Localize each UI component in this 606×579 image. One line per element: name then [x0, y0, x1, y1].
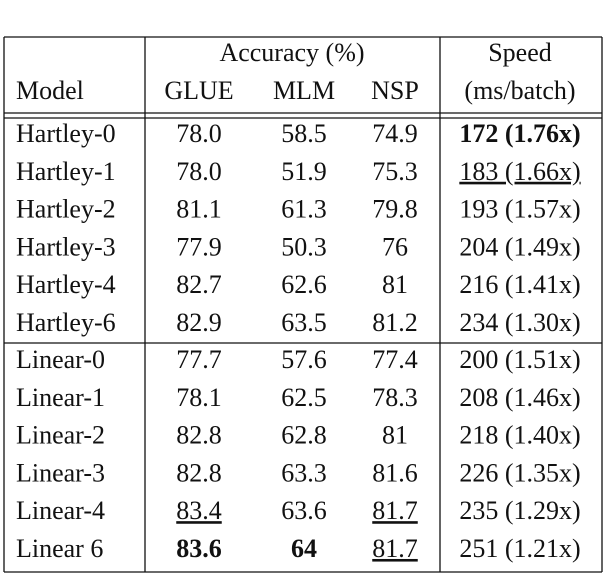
cell: 74.9 [372, 119, 418, 148]
cell: Linear 6 [16, 534, 103, 563]
header-cell: MLM [273, 76, 335, 105]
cell: 58.5 [281, 119, 327, 148]
cell: 78.1 [176, 383, 222, 412]
cell: 81.1 [176, 195, 222, 224]
cell: 51.9 [281, 157, 327, 186]
cell: 78.0 [176, 119, 222, 148]
cell: 57.6 [281, 345, 327, 374]
cell: 62.8 [281, 421, 327, 450]
cell: Hartley-6 [16, 308, 116, 337]
cell: 82.8 [176, 458, 222, 487]
header-cell: Model [16, 76, 84, 105]
cell: Hartley-1 [16, 157, 116, 186]
header-cell: GLUE [164, 76, 233, 105]
cell: 226 (1.35x) [459, 458, 580, 487]
cell: 77.4 [372, 345, 418, 374]
cell: 234 (1.30x) [459, 308, 580, 337]
cell: 63.3 [281, 458, 327, 487]
cell: 193 (1.57x) [459, 195, 580, 224]
cell: 204 (1.49x) [459, 232, 580, 261]
cell: 81 [382, 270, 408, 299]
cell: Linear-1 [16, 383, 105, 412]
cell: 81.6 [372, 458, 418, 487]
cell: 208 (1.46x) [459, 383, 580, 412]
cell: 218 (1.40x) [459, 421, 580, 450]
cell: 235 (1.29x) [459, 496, 580, 525]
cell: 251 (1.21x) [459, 534, 580, 563]
cell: 183 (1.66x) [459, 157, 580, 186]
cell: Linear-3 [16, 458, 105, 487]
cell: 78.0 [176, 157, 222, 186]
cell: Linear-4 [16, 496, 105, 525]
cell: 82.8 [176, 421, 222, 450]
cell: 64 [291, 534, 317, 563]
cell: 82.7 [176, 270, 222, 299]
header-cell: NSP [371, 76, 419, 105]
cell: Linear-0 [16, 345, 105, 374]
cell: 83.6 [176, 534, 222, 563]
cell: 81.7 [372, 534, 418, 563]
cell: 82.9 [176, 308, 222, 337]
cell: 76 [382, 232, 408, 261]
cell: Hartley-0 [16, 119, 116, 148]
header-cell: (ms/batch) [464, 76, 575, 105]
cell: 62.6 [281, 270, 327, 299]
header-cell: Accuracy (%) [219, 38, 364, 67]
cell: Hartley-3 [16, 232, 116, 261]
cell: 77.7 [176, 345, 222, 374]
cell: 75.3 [372, 157, 418, 186]
cell: Linear-2 [16, 421, 105, 450]
cell: 79.8 [372, 195, 418, 224]
cell: 83.4 [176, 496, 222, 525]
cell: 81.7 [372, 496, 418, 525]
cell: 81.2 [372, 308, 418, 337]
cell: 50.3 [281, 232, 327, 261]
cell: 216 (1.41x) [459, 270, 580, 299]
cell: 63.5 [281, 308, 327, 337]
cell: Hartley-2 [16, 195, 116, 224]
header-cell: Speed [488, 38, 552, 67]
cell: 77.9 [176, 232, 222, 261]
cell: Hartley-4 [16, 270, 116, 299]
cell: 172 (1.76x) [459, 119, 580, 148]
cell: 62.5 [281, 383, 327, 412]
cell: 61.3 [281, 195, 327, 224]
cell: 78.3 [372, 383, 418, 412]
cell: 63.6 [281, 496, 327, 525]
cell: 200 (1.51x) [459, 345, 580, 374]
cell: 81 [382, 421, 408, 450]
